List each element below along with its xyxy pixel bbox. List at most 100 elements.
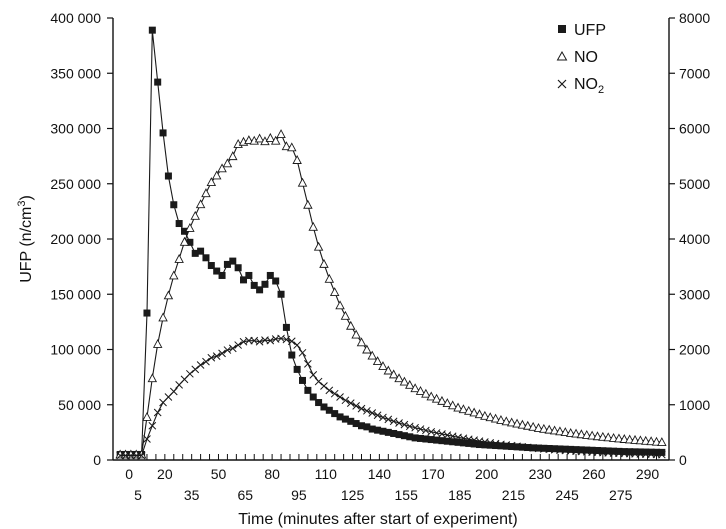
- data-point-no: [560, 427, 571, 437]
- data-point-ufp: [449, 438, 457, 446]
- data-point-ufp: [556, 445, 564, 453]
- data-point-no: [281, 141, 292, 151]
- x-tick-label: 275: [609, 487, 633, 503]
- legend: UFP NO NO2: [556, 22, 606, 96]
- data-point-ufp: [427, 436, 435, 444]
- data-point-no: [179, 236, 190, 246]
- data-point-no2: [325, 386, 334, 395]
- data-point-ufp: [492, 442, 500, 450]
- right-tick-label: 7000: [679, 65, 710, 81]
- data-point-ufp: [642, 448, 650, 456]
- data-point-no2: [314, 377, 323, 386]
- data-point-ufp: [299, 376, 307, 384]
- data-point-ufp: [347, 417, 355, 425]
- series-layer: [115, 26, 667, 460]
- data-point-no2: [137, 451, 146, 460]
- data-point-ufp: [422, 435, 430, 443]
- data-point-ufp: [245, 271, 253, 279]
- data-point-no2: [357, 404, 366, 413]
- data-point-no: [383, 365, 394, 375]
- data-point-no2: [218, 349, 226, 358]
- data-point-no2: [234, 341, 242, 349]
- data-point-no2: [363, 406, 371, 415]
- legend-marker-no: [556, 50, 568, 61]
- data-point-no: [147, 373, 158, 383]
- data-point-ufp: [261, 280, 269, 288]
- right-tick-label: 8000: [679, 10, 710, 26]
- data-point-no: [528, 421, 538, 431]
- data-point-no: [480, 410, 490, 420]
- left-axis-ticks: 0 50 000 100 000 150 000 200 000 250 000 300 0…: [50, 10, 113, 468]
- data-point-no: [539, 423, 549, 433]
- x-tick-label: 50: [211, 466, 227, 482]
- data-point-ufp: [390, 429, 398, 437]
- legend-label-ufp: UFP: [574, 22, 606, 39]
- data-point-ufp: [175, 220, 183, 228]
- data-point-ufp: [551, 445, 559, 453]
- data-point-no: [517, 419, 528, 429]
- data-point-ufp: [416, 434, 424, 442]
- x-tick-label: 35: [184, 487, 200, 503]
- data-point-no: [270, 135, 281, 145]
- data-point-no: [571, 428, 581, 438]
- data-point-no: [506, 417, 517, 427]
- y-axis-title: UFP (n/cm3): [16, 195, 35, 283]
- data-point-ufp: [599, 447, 607, 455]
- data-point-no: [292, 155, 302, 164]
- data-point-no2: [389, 417, 398, 426]
- left-tick-label: 250 000: [50, 176, 101, 192]
- data-point-ufp: [331, 410, 339, 418]
- data-point-ufp: [508, 443, 516, 451]
- data-point-no2: [416, 425, 425, 433]
- data-point-ufp: [374, 426, 382, 434]
- data-point-ufp: [583, 446, 591, 454]
- data-point-no: [490, 413, 501, 423]
- data-point-no2: [202, 357, 210, 366]
- legend-marker-ufp: [558, 25, 566, 33]
- data-point-no2: [196, 361, 205, 369]
- data-point-ufp: [143, 309, 151, 317]
- x-tick-label: 260: [582, 466, 606, 482]
- data-point-ufp: [368, 425, 376, 433]
- left-tick-label: 200 000: [50, 231, 101, 247]
- data-point-no: [549, 425, 560, 435]
- data-point-no: [319, 258, 329, 268]
- data-point-no: [217, 163, 227, 173]
- data-point-no2: [309, 371, 318, 379]
- data-point-no2: [320, 382, 328, 390]
- data-point-ufp: [186, 238, 194, 246]
- data-point-ufp: [433, 436, 441, 444]
- data-point-ufp: [610, 447, 618, 455]
- data-point-no: [169, 270, 179, 280]
- data-point-no: [646, 436, 656, 446]
- data-point-ufp: [250, 281, 258, 289]
- data-point-no: [410, 383, 420, 393]
- series-no2: [116, 334, 666, 460]
- data-point-ufp: [406, 433, 414, 441]
- right-tick-label: 0: [679, 452, 687, 468]
- data-point-no: [657, 437, 667, 447]
- data-point-no: [496, 414, 506, 424]
- data-point-no2: [207, 353, 216, 362]
- data-point-no: [437, 395, 447, 405]
- data-point-no: [469, 407, 479, 417]
- data-point-ufp: [325, 406, 333, 414]
- data-point-no: [464, 405, 474, 415]
- data-point-no: [582, 429, 592, 439]
- left-tick-label: 350 000: [50, 65, 101, 81]
- data-point-no: [201, 188, 211, 198]
- x-tick-label: 95: [291, 487, 307, 503]
- data-point-no: [447, 400, 458, 410]
- data-point-no: [523, 420, 533, 430]
- data-point-no2: [287, 337, 296, 346]
- data-point-no2: [405, 422, 414, 431]
- data-point-no2: [186, 369, 194, 378]
- right-tick-label: 2000: [679, 342, 710, 358]
- data-point-no: [641, 435, 651, 445]
- x-tick-label: 125: [341, 487, 365, 503]
- data-point-no: [415, 385, 426, 395]
- x-tick-label: 0: [125, 466, 133, 482]
- data-point-no2: [191, 365, 200, 374]
- data-point-no: [313, 241, 324, 251]
- left-tick-label: 50 000: [58, 397, 101, 413]
